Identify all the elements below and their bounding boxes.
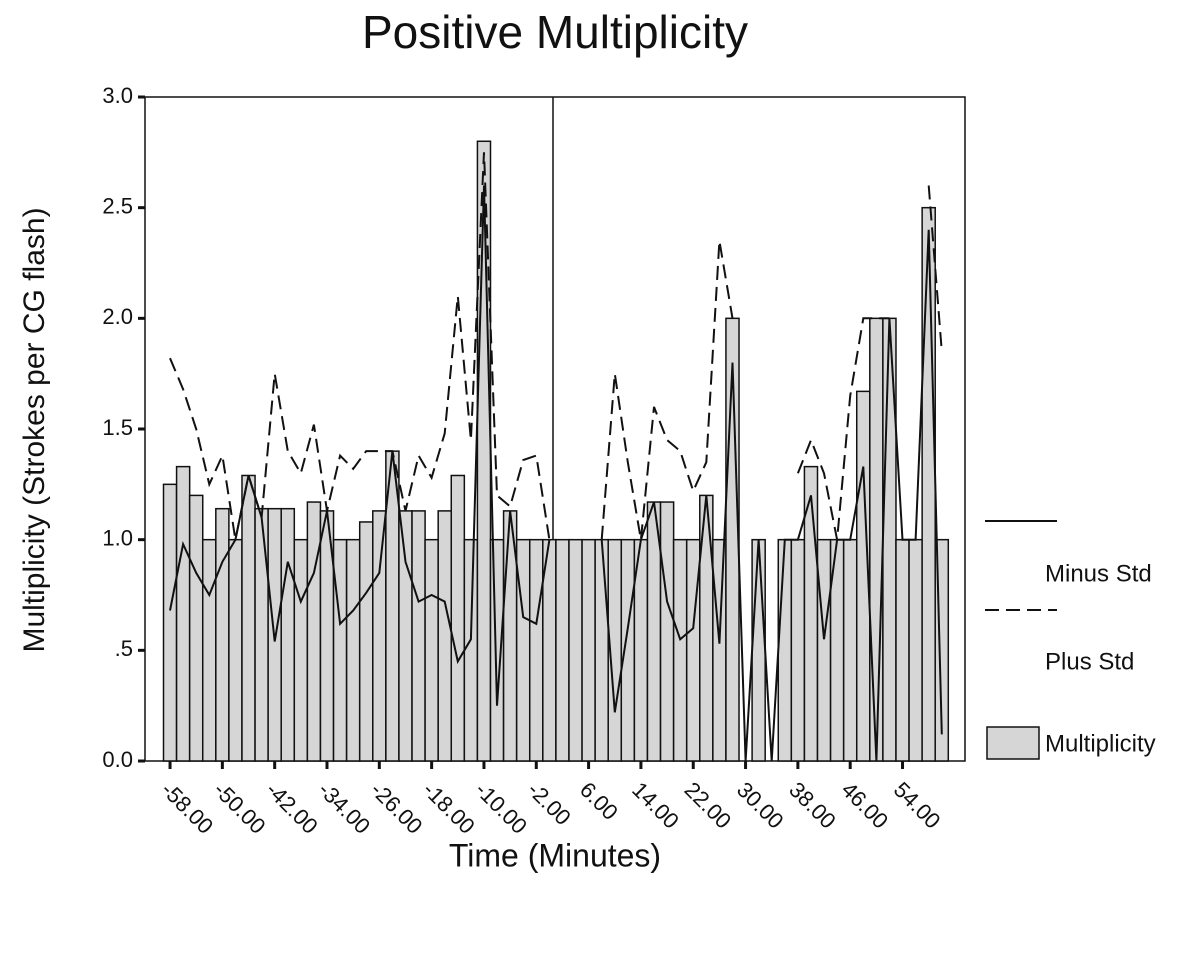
line [169,152,943,540]
chart-title: Positive Multiplicity [362,6,748,58]
bar [306,501,322,762]
y-axis-label: Multiplicity (Strokes per CG flash) [18,207,51,652]
y-tick-label: 2.0 [102,304,133,329]
x-tick-label: -18.00 [418,777,480,839]
bar [581,538,596,762]
bar [358,521,374,762]
bar [921,206,936,762]
bar [398,510,413,762]
legend-label: Multiplicity [1045,730,1156,757]
y-tick-label: 1.5 [102,415,133,440]
bar [672,538,688,762]
legend-label: Plus Std [1045,648,1134,675]
bar [568,538,583,762]
bar [215,507,230,762]
bar [162,483,178,762]
y-tick-label: 0.0 [102,747,133,772]
bar [594,538,609,762]
legend-label: Minus Std [1045,560,1152,587]
bar [241,474,256,762]
x-tick-label: 22.00 [680,777,737,834]
x-tick-label: 6.00 [575,777,623,825]
y-tick-label: 1.0 [102,525,133,550]
bar [842,538,858,762]
bar [528,538,544,762]
bar [372,510,387,762]
bar [254,507,269,762]
bar [175,465,191,762]
x-tick-label: -10.00 [470,777,532,839]
bar [188,494,204,762]
legend-swatch [986,726,1040,760]
y-tick-label: .5 [115,636,133,661]
bar [280,507,296,762]
bar [450,474,466,762]
bar [751,538,766,762]
x-tick-label: -26.00 [366,777,428,839]
bar [712,538,727,762]
y-tick-label: 2.5 [102,193,133,218]
x-axis-label: Time (Minutes) [449,837,661,873]
x-tick-label: 54.00 [889,777,946,834]
bar [790,538,806,762]
bar [345,538,361,762]
bar [620,538,636,762]
bar [332,538,348,762]
x-tick-label: -42.00 [261,777,323,839]
bar [816,538,832,762]
bar [424,538,439,762]
bar [777,538,793,762]
y-tick-label: 3.0 [102,83,133,108]
line [169,185,943,762]
bar [228,538,243,762]
bar [555,538,570,762]
bar [908,538,923,762]
bar [201,538,217,762]
bar [463,538,479,762]
x-tick-label: 38.00 [784,777,841,834]
x-tick-label: -50.00 [209,777,271,839]
x-tick-label: 46.00 [837,777,894,834]
x-tick-label: 14.00 [627,777,684,834]
x-tick-label: -58.00 [156,777,218,839]
x-tick-label: 30.00 [732,777,789,834]
bar [869,317,884,762]
bar [659,501,675,762]
bar [437,510,453,762]
bar [411,510,426,762]
bar [895,538,910,762]
bar [293,538,309,762]
x-tick-label: -34.00 [313,777,375,839]
